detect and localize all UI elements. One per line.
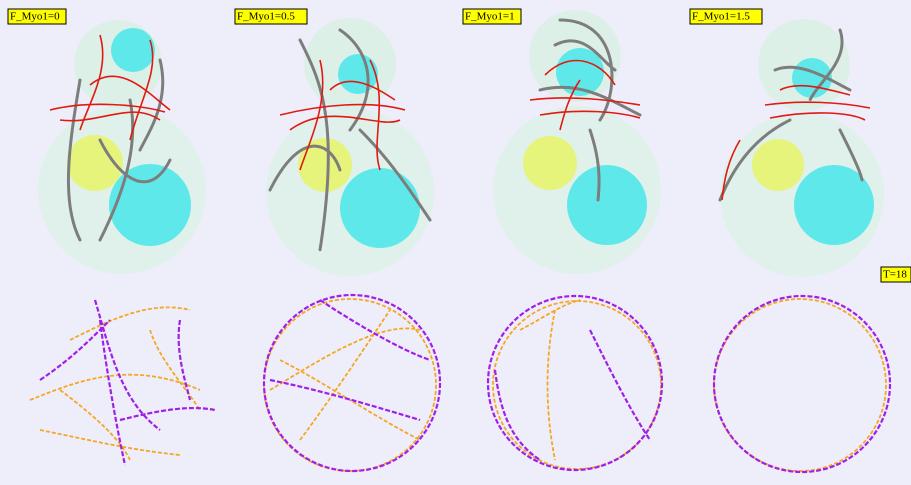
nucleus [338, 54, 378, 94]
nucleus [109, 164, 191, 246]
nucleus [340, 168, 420, 248]
simulation-view: F_Myo1=0 F_Myo1=0.5 F_Myo1=1 F_Myo1=1.5 … [0, 0, 911, 485]
vacuole [523, 136, 577, 190]
vacuole [752, 139, 804, 191]
time-label: T=18 [883, 269, 907, 281]
panel-label: F_Myo1=1.5 [692, 11, 750, 23]
nucleus [111, 28, 155, 72]
vacuole [298, 138, 352, 192]
panel-label: F_Myo1=0.5 [237, 11, 295, 23]
nucleus [567, 165, 647, 245]
panel-label: F_Myo1=0 [10, 11, 60, 23]
panel-label: F_Myo1=1 [465, 11, 515, 23]
